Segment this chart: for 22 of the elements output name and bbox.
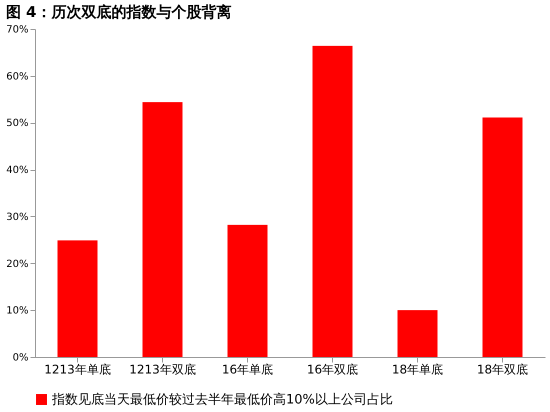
bar bbox=[312, 46, 352, 357]
x-tick-label: 16年双底 bbox=[306, 362, 358, 376]
bar bbox=[142, 102, 182, 357]
y-tick-label: 20% bbox=[6, 258, 28, 270]
y-tick-label: 50% bbox=[6, 118, 28, 130]
y-tick-label: 60% bbox=[6, 71, 28, 82]
x-tick-label: 16年单底 bbox=[222, 362, 274, 376]
y-tick-label: 10% bbox=[6, 306, 28, 317]
x-tick-label: 1213年单底 bbox=[44, 362, 111, 376]
x-tick-label: 18年单底 bbox=[392, 362, 444, 376]
y-tick-label: 0% bbox=[12, 352, 28, 364]
chart-title: 图 4：历次双底的指数与个股背离 bbox=[6, 3, 232, 21]
legend-label: 指数见底当天最低价较过去半年最低价高10%以上公司占比 bbox=[51, 392, 393, 408]
bar bbox=[398, 310, 438, 357]
bar bbox=[58, 240, 98, 357]
x-tick-label: 1213年双底 bbox=[129, 362, 196, 376]
x-tick-label: 18年双底 bbox=[476, 362, 528, 376]
bar bbox=[228, 224, 268, 357]
bar bbox=[482, 118, 522, 357]
y-tick-label: 40% bbox=[6, 165, 28, 176]
y-tick-label: 30% bbox=[6, 212, 28, 223]
y-tick-label: 70% bbox=[6, 24, 28, 36]
